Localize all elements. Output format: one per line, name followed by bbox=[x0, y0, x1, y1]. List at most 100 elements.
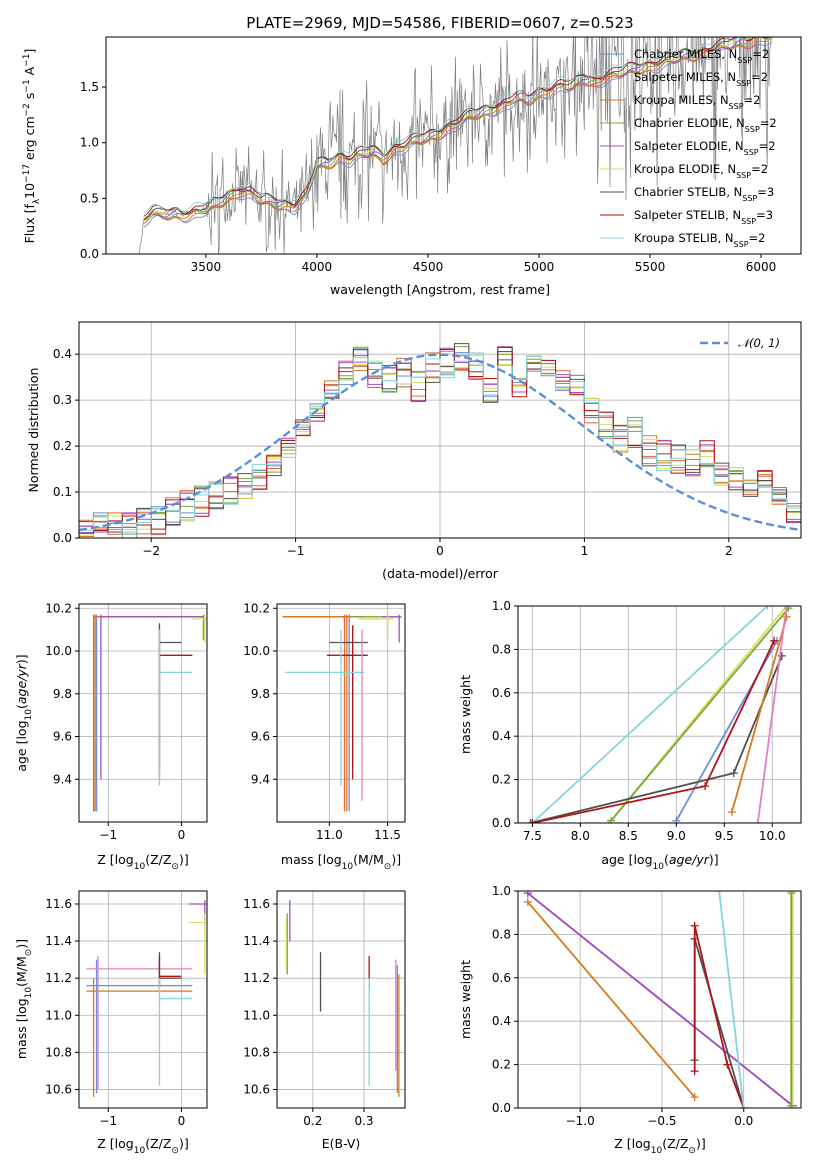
x-axis-label-part: (Z/Z bbox=[145, 1136, 171, 1151]
point-marker bbox=[787, 1101, 796, 1108]
figure-title: PLATE=2969, MJD=54586, FIBERID=0607, z=0… bbox=[246, 14, 633, 32]
x-tick-label: 0 bbox=[178, 828, 186, 842]
plot-area bbox=[526, 606, 793, 823]
legend-name: Chabrier STELIB, N bbox=[634, 185, 742, 199]
y-axis-label-part: −17 bbox=[22, 164, 32, 183]
point-marker bbox=[729, 769, 738, 778]
spectrum-panel: 3500 4000 4500 5000 5500 6000 0.0 0.5 1.0 1.5 Chab… bbox=[22, 36, 802, 297]
x-axis-label-part: )] bbox=[391, 852, 401, 867]
legend-sub: SSP bbox=[742, 194, 757, 203]
legend-entry: Salpeter STELIB, NSSP=3 bbox=[634, 208, 773, 226]
point-marker bbox=[787, 891, 796, 898]
legend-entry: Kroupa STELIB, NSSP=2 bbox=[634, 231, 765, 249]
x-axis-label-part: ⊙ bbox=[688, 1146, 696, 1156]
x-axis-label-part: ⊙ bbox=[171, 1146, 179, 1156]
axes-frame bbox=[78, 603, 208, 823]
x-tick-label: 4000 bbox=[302, 260, 333, 274]
mass-weight-line bbox=[531, 606, 769, 823]
y-tick-label: 0.2 bbox=[53, 439, 72, 453]
point-marker bbox=[782, 612, 791, 621]
mass-weight-line bbox=[530, 655, 783, 823]
y-axis-label-part: A bbox=[22, 66, 37, 79]
x-tick-label: −1 bbox=[99, 1114, 117, 1128]
x-tick-label: 7.5 bbox=[523, 829, 542, 843]
x-axis-label: mass [log10(M/M⊙)] bbox=[281, 852, 401, 872]
x-axis-label-part: (Z/Z bbox=[662, 1136, 688, 1151]
legend-value: =2 bbox=[751, 70, 768, 84]
x-axis-label-part: )] bbox=[696, 1136, 706, 1151]
point-marker bbox=[607, 816, 616, 823]
x-tick-label: 10.0 bbox=[759, 829, 786, 843]
legend-sub: SSP bbox=[736, 171, 751, 180]
y-axis-label-part: −1 bbox=[22, 54, 32, 67]
x-axis-label-part: age [log bbox=[601, 852, 652, 867]
x-tick-label: −2 bbox=[142, 544, 160, 558]
x-axis-label-part: 10 bbox=[653, 862, 665, 872]
point-marker bbox=[672, 816, 681, 823]
y-axis-label: mass weight bbox=[458, 675, 473, 754]
x-tick-label: 8.5 bbox=[619, 829, 638, 843]
model-line-salpeter-stelib bbox=[143, 37, 755, 217]
legend-value: =2 bbox=[744, 93, 761, 107]
x-axis-label: Z [log10(Z/Z⊙)] bbox=[97, 1136, 188, 1156]
legend-entry: Salpeter MILES, NSSP=2 bbox=[634, 70, 768, 88]
model-line-chabrier-elodie bbox=[143, 37, 773, 221]
x-axis-label-part: 10 bbox=[134, 1146, 146, 1156]
y-axis-label-part: ] bbox=[22, 49, 37, 54]
y-tick-label: 1.5 bbox=[80, 80, 99, 94]
y-tick-label: 0.2 bbox=[492, 773, 511, 787]
mass_vs_ebv-panel: 0.2 0.3 10.6 10.8 11.0 11.2 11.4 11.6 E(B-V) bbox=[243, 890, 406, 1151]
y-tick-label: 9.6 bbox=[251, 730, 270, 744]
x-tick-label: 11.5 bbox=[374, 828, 401, 842]
y-axis-label-part: 10 bbox=[24, 709, 34, 721]
overlay: 𝒩(0, 1) bbox=[700, 336, 780, 350]
x-tick-label: −1 bbox=[287, 544, 305, 558]
point-marker bbox=[701, 782, 710, 791]
point-marker bbox=[715, 891, 724, 895]
y-tick-label: 10.2 bbox=[45, 601, 72, 615]
point-marker bbox=[523, 897, 532, 906]
legend-sub: SSP bbox=[744, 148, 759, 157]
y-tick-label: 10.6 bbox=[243, 1082, 270, 1096]
x-tick-label: 6000 bbox=[746, 260, 777, 274]
x-axis-label-part: Z [log bbox=[97, 1136, 133, 1151]
age_vs_mass-panel: 11.0 11.5 9.4 9.6 9.8 10.0 10.2 mass [log10(M/M… bbox=[243, 601, 406, 872]
plot-area bbox=[86, 900, 207, 1097]
x-tick-label: 0 bbox=[436, 544, 444, 558]
legend-value: =3 bbox=[756, 208, 773, 222]
y-tick-label: 10.2 bbox=[243, 601, 270, 615]
legend-name: Salpeter STELIB, N bbox=[634, 208, 741, 222]
x-axis-label-part: ⊙ bbox=[171, 862, 179, 872]
y-axis-label-part: age [log bbox=[14, 720, 29, 771]
point-marker bbox=[690, 921, 699, 930]
point-marker bbox=[739, 1104, 748, 1108]
x-axis-label: age [log10(age/yr)] bbox=[601, 852, 718, 872]
x-axis-label-part: )] bbox=[179, 1136, 189, 1151]
x-axis-label-part: 10 bbox=[342, 862, 354, 872]
plot-area bbox=[282, 614, 402, 812]
x-axis-label-part: ⊙ bbox=[384, 862, 392, 872]
legend-entry: Chabrier ELODIE, NSSP=2 bbox=[634, 116, 777, 134]
x-axis-label: wavelength [Angstrom, rest frame] bbox=[330, 282, 550, 297]
y-tick-label: 0.4 bbox=[53, 347, 72, 361]
point-marker bbox=[753, 819, 762, 823]
x-axis-label-part: 10 bbox=[651, 1146, 663, 1156]
mass_weight_vs_age-panel: 7.5 8.0 8.5 9.0 9.5 10.0 0.0 0.2 0.4 0.6 0.8 1.0 mas… bbox=[458, 599, 802, 872]
y-tick-label: 0.0 bbox=[80, 247, 99, 261]
y-axis-label-part: ⊙ bbox=[24, 949, 34, 957]
y-tick-label: 9.4 bbox=[251, 772, 270, 786]
y-tick-label: 11.0 bbox=[45, 1008, 72, 1022]
y-tick-label: 0.4 bbox=[492, 729, 511, 743]
legend-name: Chabrier ELODIE, N bbox=[634, 116, 745, 130]
y-axis-label: Normed distribution bbox=[26, 368, 41, 493]
x-tick-label: 11.0 bbox=[316, 828, 343, 842]
legend-value: =2 bbox=[760, 116, 777, 130]
legend-name: Salpeter MILES, N bbox=[634, 70, 736, 84]
legend-entry: Kroupa ELODIE, NSSP=2 bbox=[634, 162, 768, 180]
y-tick-label: 0.5 bbox=[80, 191, 99, 205]
y-tick-label: 10.0 bbox=[243, 644, 270, 658]
plot-area bbox=[138, 37, 773, 254]
axes-frame bbox=[276, 603, 406, 823]
y-tick-label: 0.8 bbox=[492, 927, 511, 941]
